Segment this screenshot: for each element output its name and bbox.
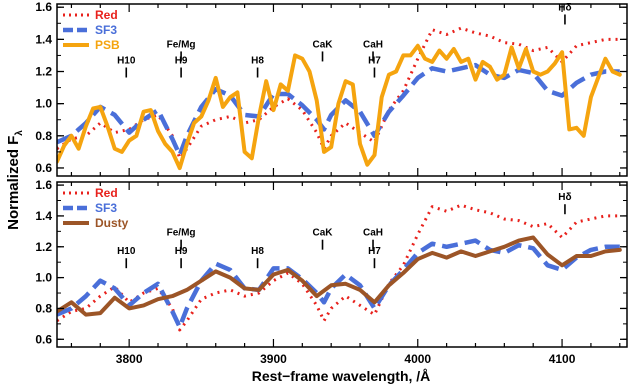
annotation-h7: H7: [368, 246, 381, 269]
svg-text:H10: H10: [117, 246, 136, 257]
series-group: [57, 203, 622, 332]
y-axis-label-sub: λ: [14, 130, 25, 136]
svg-text:CaH: CaH: [363, 39, 383, 50]
series-red-line: [57, 26, 620, 160]
svg-text:H10: H10: [117, 56, 136, 67]
annotation-cah: CaH: [363, 228, 383, 250]
plot-frame: [56, 181, 628, 348]
svg-text:Hδ: Hδ: [558, 192, 571, 203]
annotation-femg: Fe/Mg: [167, 39, 196, 62]
svg-text:CaK: CaK: [313, 228, 334, 239]
annotation-h7: H7: [368, 56, 381, 78]
y-tick-label: 1.6: [35, 0, 52, 14]
annotation-h: Hδ: [558, 192, 572, 215]
series-psb-line: [57, 43, 622, 170]
y-tick-label: 1.0: [35, 271, 52, 285]
x-tick-label: 3800: [116, 352, 143, 366]
legend-label-red: Red: [95, 186, 118, 200]
y-tick-label: 0.6: [35, 332, 52, 346]
svg-text:Fe/Mg: Fe/Mg: [167, 39, 196, 50]
svg-text:H8: H8: [251, 56, 264, 67]
series-dusty-line: [57, 235, 622, 317]
annotation-cak: CaK: [313, 228, 334, 250]
annotation-cak: CaK: [313, 39, 334, 62]
svg-text:H9: H9: [175, 56, 188, 67]
y-tick-label: 0.8: [35, 129, 52, 143]
svg-text:Hδ: Hδ: [558, 2, 571, 13]
annotation-h9: H9: [175, 246, 188, 269]
svg-text:Fe/Mg: Fe/Mg: [167, 228, 196, 239]
annotation-h8: H8: [251, 246, 264, 269]
svg-text:H8: H8: [251, 246, 264, 257]
y-tick-label: 0.8: [35, 301, 52, 315]
series-red-line: [57, 203, 620, 332]
y-axis-label: Normalized Fλ: [5, 130, 25, 230]
annotation-cah: CaH: [363, 39, 383, 62]
y-axis-label-main: Normalized F: [5, 136, 22, 230]
annotation-h: Hδ: [558, 2, 572, 25]
svg-text:CaH: CaH: [363, 228, 383, 239]
y-tick-label: 1.2: [35, 65, 52, 79]
legend-label-sf3: SF3: [95, 201, 117, 215]
y-tick-label: 1.4: [35, 209, 52, 223]
y-tick-label: 1.6: [35, 178, 52, 192]
x-tick-label: 4000: [404, 352, 431, 366]
series-sf3-line: [57, 62, 620, 158]
annotation-h9: H9: [175, 56, 188, 78]
legend-label-red: Red: [95, 8, 118, 22]
svg-text:CaK: CaK: [313, 39, 334, 50]
svg-text:H9: H9: [175, 246, 188, 257]
x-tick-label: 3900: [260, 352, 287, 366]
x-axis-label: Rest−frame wavelength, /Å: [252, 368, 431, 384]
x-tick-label: 4100: [549, 352, 576, 366]
y-tick-label: 0.6: [35, 161, 52, 175]
panel-top: H10 Fe/Mg H9 H8 CaK CaH H7 Hδ 0.6 0.8 1.0 1.2 1.4 1.6…: [35, 0, 628, 177]
panel-bottom: H10 Fe/Mg H9 H8 CaK CaH H7 Hδ 0.6 0.8 1.0 1.2 1.4 1.6…: [35, 178, 628, 366]
legend-label-sf3: SF3: [95, 23, 117, 37]
y-tick-label: 1.2: [35, 240, 52, 254]
legend-label-psb: PSB: [95, 38, 120, 52]
y-tick-label: 1.0: [35, 97, 52, 111]
series-group: [57, 26, 622, 170]
svg-text:H7: H7: [368, 56, 381, 67]
y-tick-label: 1.4: [35, 32, 52, 46]
svg-text:H7: H7: [368, 246, 381, 257]
annotation-h8: H8: [251, 56, 264, 78]
plot-frame: [56, 3, 628, 177]
annotation-h10: H10: [117, 246, 136, 269]
series-sf3-line: [57, 238, 620, 330]
annotation-femg: Fe/Mg: [167, 228, 196, 250]
legend-label-dusty: Dusty: [95, 216, 129, 230]
annotation-h10: H10: [117, 56, 136, 78]
